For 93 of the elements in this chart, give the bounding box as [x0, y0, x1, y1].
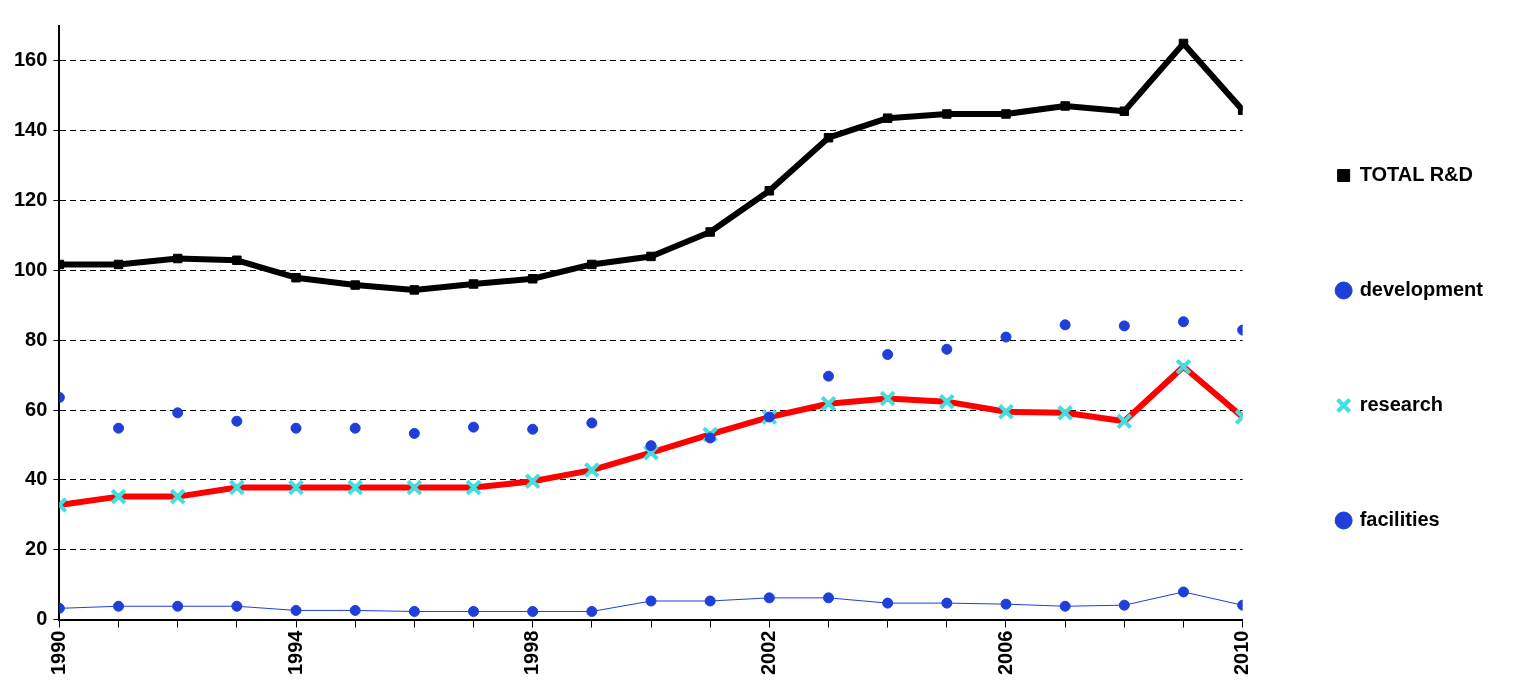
point — [405, 479, 423, 496]
point — [705, 227, 715, 237]
point — [527, 423, 539, 435]
point — [763, 592, 775, 604]
y-tick-label: 40 — [25, 467, 48, 490]
point — [882, 113, 893, 123]
x-tick-label: 2006 — [993, 630, 1016, 676]
point — [291, 272, 301, 283]
point — [882, 597, 894, 609]
point — [1000, 331, 1012, 343]
point — [1177, 316, 1189, 328]
point — [882, 349, 894, 361]
point — [1060, 101, 1070, 111]
y-tick-label: 80 — [25, 327, 48, 350]
x-tick-label: 1994 — [283, 629, 306, 676]
point — [704, 595, 716, 607]
point — [1001, 109, 1011, 119]
legend-label: research — [1359, 393, 1444, 416]
point — [1118, 599, 1130, 611]
point — [113, 600, 125, 612]
point — [527, 605, 539, 617]
point — [1118, 320, 1130, 332]
point — [290, 604, 302, 616]
legend-label: facilities — [1359, 508, 1440, 531]
point — [1059, 600, 1071, 612]
legend-label: TOTAL R&D — [1359, 163, 1473, 186]
point — [704, 432, 716, 444]
point — [997, 403, 1015, 421]
point — [172, 407, 184, 419]
point — [169, 488, 187, 505]
point — [408, 427, 420, 439]
point — [1056, 404, 1074, 422]
point — [642, 444, 660, 461]
y-tick-label: 120 — [13, 188, 48, 211]
x-tick-label: 2002 — [756, 630, 779, 676]
point — [409, 285, 420, 295]
y-tick-label: 140 — [13, 118, 48, 141]
point — [1119, 106, 1130, 116]
point — [938, 393, 956, 411]
point — [524, 472, 542, 490]
point — [232, 255, 242, 265]
y-tick-label: 160 — [13, 48, 48, 71]
point — [1115, 412, 1133, 430]
point — [346, 479, 364, 496]
point — [468, 279, 479, 289]
point — [645, 440, 657, 452]
x-tick-label: 2010 — [1230, 630, 1253, 676]
point — [527, 274, 538, 284]
point — [1177, 586, 1189, 598]
point — [468, 421, 480, 433]
point — [113, 422, 125, 434]
point — [764, 186, 775, 196]
point — [231, 415, 243, 427]
point — [823, 592, 834, 604]
point — [350, 280, 360, 290]
point — [586, 605, 598, 617]
y-tick-label: 0 — [36, 607, 48, 630]
point — [290, 422, 302, 434]
point — [1000, 598, 1012, 610]
y-tick-label: 60 — [25, 397, 48, 420]
point — [645, 595, 657, 607]
point — [646, 251, 656, 262]
point — [349, 422, 361, 434]
point — [879, 390, 897, 407]
point — [1178, 38, 1189, 49]
point — [941, 343, 953, 355]
point — [287, 479, 305, 496]
point — [586, 417, 598, 429]
point — [1175, 358, 1192, 376]
point — [465, 479, 482, 496]
point — [823, 132, 834, 143]
point — [942, 109, 952, 119]
point — [228, 479, 246, 496]
point — [820, 395, 837, 413]
point — [172, 600, 184, 612]
point — [110, 488, 127, 505]
y-tick-label: 100 — [13, 257, 48, 280]
point — [587, 259, 597, 270]
x-tick-label: 1990 — [46, 630, 69, 676]
legend-label: development — [1359, 278, 1484, 301]
x-tick-label: 1998 — [520, 630, 543, 676]
point — [113, 259, 124, 270]
point — [1059, 319, 1071, 331]
point — [823, 370, 834, 382]
y-tick-label: 20 — [25, 537, 48, 560]
point — [231, 600, 243, 612]
point — [349, 604, 361, 616]
point — [941, 597, 953, 609]
point — [172, 253, 183, 264]
point — [583, 461, 601, 479]
point — [701, 426, 719, 443]
point — [468, 605, 480, 617]
point — [408, 605, 420, 617]
